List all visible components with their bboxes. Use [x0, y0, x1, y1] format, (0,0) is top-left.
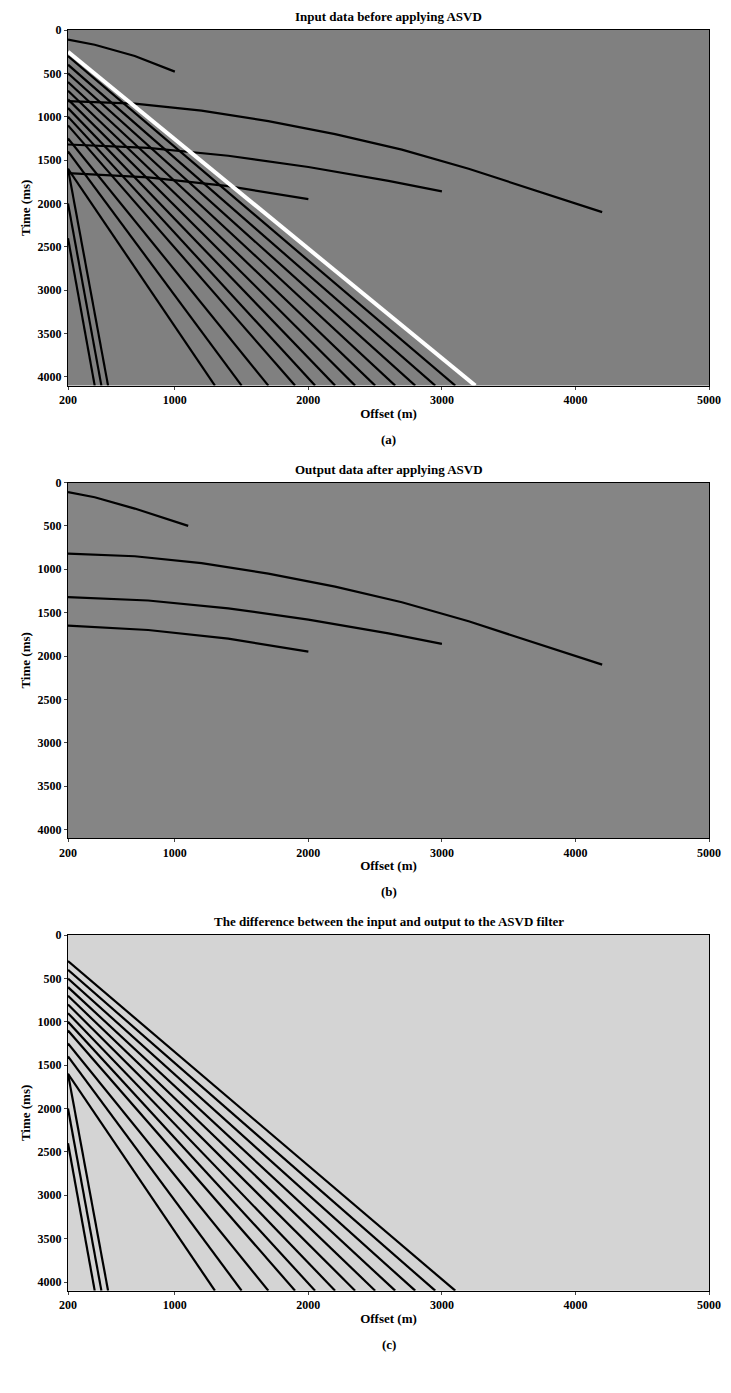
svg-text:1500: 1500: [38, 153, 62, 167]
svg-text:1500: 1500: [38, 1058, 62, 1072]
svg-text:2000: 2000: [296, 393, 320, 407]
svg-text:3000: 3000: [38, 1188, 62, 1202]
svg-text:2000: 2000: [38, 197, 62, 211]
svg-text:3500: 3500: [38, 779, 62, 793]
svg-text:1000: 1000: [163, 393, 187, 407]
svg-text:0: 0: [56, 928, 62, 942]
svg-text:500: 500: [44, 519, 62, 533]
svg-text:4000: 4000: [38, 370, 62, 384]
svg-text:3000: 3000: [430, 393, 454, 407]
svg-text:1000: 1000: [38, 1015, 62, 1029]
svg-text:3500: 3500: [38, 327, 62, 341]
svg-text:2000: 2000: [38, 649, 62, 663]
svg-text:Offset (m): Offset (m): [360, 406, 417, 421]
svg-text:2000: 2000: [38, 1102, 62, 1116]
svg-text:500: 500: [44, 972, 62, 986]
svg-text:Time (ms): Time (ms): [18, 1085, 33, 1141]
svg-text:Time (ms): Time (ms): [18, 632, 33, 688]
svg-text:Input data before applying ASV: Input data before applying ASVD: [295, 9, 482, 24]
svg-text:2500: 2500: [38, 1145, 62, 1159]
svg-text:4000: 4000: [563, 393, 587, 407]
svg-text:(a): (a): [381, 432, 396, 447]
svg-text:The difference between the inp: The difference between the input and out…: [214, 914, 564, 929]
svg-text:4000: 4000: [563, 846, 587, 860]
svg-text:1000: 1000: [38, 110, 62, 124]
svg-text:Output data after applying ASV: Output data after applying ASVD: [295, 462, 483, 477]
svg-text:1000: 1000: [163, 1298, 187, 1312]
svg-text:5000: 5000: [697, 1298, 721, 1312]
svg-text:Offset (m): Offset (m): [360, 858, 417, 873]
svg-text:2000: 2000: [296, 1298, 320, 1312]
svg-text:2000: 2000: [296, 846, 320, 860]
svg-text:200: 200: [59, 846, 77, 860]
svg-text:5000: 5000: [697, 846, 721, 860]
svg-text:200: 200: [59, 1298, 77, 1312]
svg-text:3000: 3000: [430, 846, 454, 860]
svg-text:500: 500: [44, 67, 62, 81]
svg-text:3000: 3000: [430, 1298, 454, 1312]
svg-text:3000: 3000: [38, 736, 62, 750]
svg-text:0: 0: [56, 476, 62, 490]
svg-text:1500: 1500: [38, 606, 62, 620]
svg-text:(b): (b): [381, 884, 397, 899]
svg-text:4000: 4000: [563, 1298, 587, 1312]
svg-text:Offset (m): Offset (m): [360, 1311, 417, 1326]
svg-text:4000: 4000: [38, 823, 62, 837]
svg-text:2500: 2500: [38, 693, 62, 707]
svg-text:5000: 5000: [697, 393, 721, 407]
svg-text:3000: 3000: [38, 283, 62, 297]
svg-text:3500: 3500: [38, 1232, 62, 1246]
svg-text:1000: 1000: [163, 846, 187, 860]
svg-text:1000: 1000: [38, 562, 62, 576]
svg-text:4000: 4000: [38, 1275, 62, 1289]
svg-text:0: 0: [56, 23, 62, 37]
svg-text:200: 200: [59, 393, 77, 407]
svg-text:Time (ms): Time (ms): [18, 180, 33, 236]
svg-text:(c): (c): [382, 1337, 396, 1352]
svg-text:2500: 2500: [38, 240, 62, 254]
